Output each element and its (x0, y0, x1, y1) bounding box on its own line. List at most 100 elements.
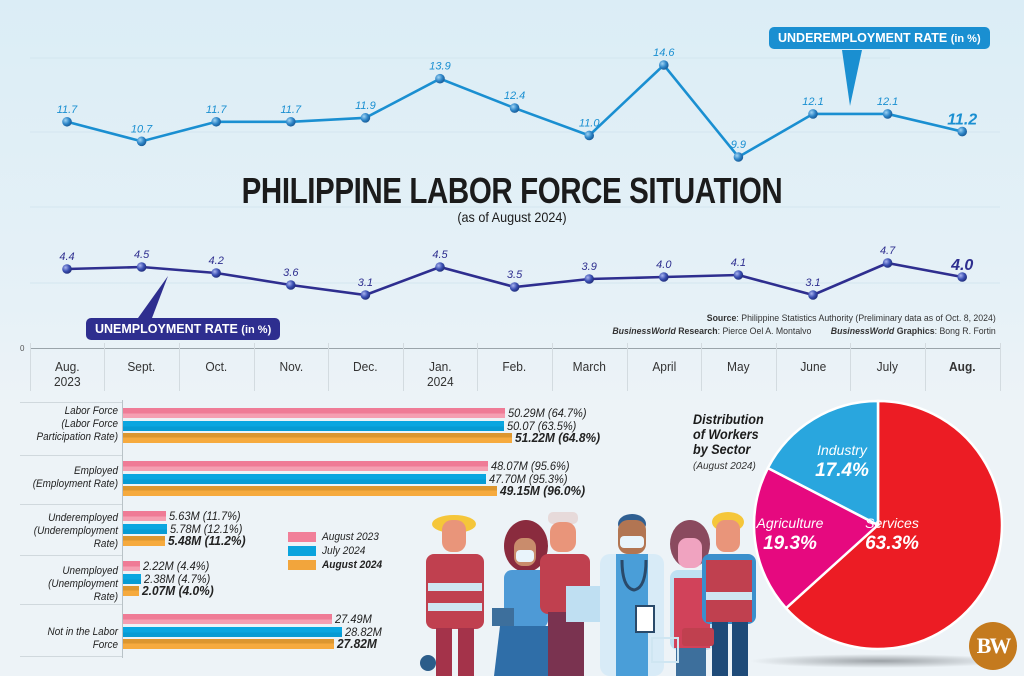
data-point (286, 280, 296, 290)
bar-july-2024 (123, 523, 167, 534)
month-name: Aug. (54, 359, 80, 374)
pie-chart: Industry 17.4% Agriculture 19.3% Services 63.… (750, 399, 1010, 668)
workers-illustration (420, 512, 756, 676)
month-name: April (651, 359, 676, 374)
firefighter-figure (420, 515, 484, 676)
source-label: Source (706, 313, 737, 324)
month-name: March (572, 359, 606, 374)
bar-august-2023 (123, 461, 489, 471)
month-divider (551, 343, 553, 391)
pie-title: Distribution of Workers by Sector (693, 412, 764, 457)
month-divider (253, 343, 255, 391)
data-label: 12.4 (504, 90, 525, 102)
data-point (808, 290, 818, 300)
data-point (509, 103, 520, 113)
data-label: 11.0 (579, 117, 600, 129)
category-label-line: Underemployed (48, 512, 118, 524)
source-text: : Philippine Statistics Authority (Preli… (736, 313, 996, 324)
pie-title-line: Distribution (693, 411, 764, 427)
pie-title-line: by Sector (693, 441, 751, 457)
data-point (584, 274, 594, 284)
bar-value-label: 27.82M (337, 636, 378, 651)
data-label: 11.7 (281, 104, 302, 116)
month-divider (924, 343, 926, 391)
research-text: : Pierce Oel A. Montalvo (717, 326, 812, 337)
month-divider (178, 343, 180, 391)
month-divider (999, 343, 1001, 391)
unemployment-rate-label: UNEMPLOYMENT RATE (in %) (86, 318, 281, 340)
data-point (435, 73, 445, 84)
month-label: May (704, 349, 773, 391)
bar-value-label: 48.07M (95.6%) (491, 459, 570, 473)
category-divider (20, 604, 122, 605)
legend-item: August 2023 (288, 530, 387, 544)
bar-august-2024 (123, 586, 139, 596)
source-line: Source: Philippine Statistics Authority … (613, 312, 996, 325)
unemployment-label-text: UNEMPLOYMENT RATE (95, 322, 242, 336)
month-label: Feb. (480, 349, 549, 391)
bar-value-label: 50.29M (64.7%) (508, 406, 587, 420)
pie-slice-industry (766, 399, 880, 528)
pie-subtitle: (August 2024) (693, 461, 756, 472)
month-divider (104, 343, 106, 391)
month-label: Aug. 2023 (33, 349, 102, 391)
category-label-line: (Employment Rate) (32, 478, 119, 490)
month-name: Feb. (502, 359, 527, 374)
legend-label: August 2024 (322, 559, 383, 571)
month-label: Jan. 2024 (406, 349, 475, 391)
page-subtitle: (as of August 2024) (457, 209, 567, 225)
bar-category-label: Not in the Labor Force (30, 626, 118, 652)
bar-value-label: 2.38M (4.7%) (144, 571, 211, 586)
pie-slice-name: Services (865, 515, 919, 531)
category-label-line: (Unemployment Rate) (48, 578, 118, 603)
data-label: 4.0 (950, 257, 973, 274)
data-point (211, 268, 221, 278)
bar-value-label: 5.48M (11.2%) (167, 533, 246, 548)
category-label-line: Unemployed (62, 565, 118, 577)
legend-swatch (288, 560, 316, 570)
month-name: Jan. (428, 359, 452, 374)
month-name: July (876, 359, 899, 374)
month-divider (328, 343, 330, 391)
data-label: 11.7 (206, 104, 227, 116)
bar-value-label: 50.07 (63.5%) (506, 418, 576, 433)
construction-worker-figure (682, 512, 756, 676)
pie-slice-name: Agriculture (756, 515, 824, 531)
data-label: 9.9 (731, 139, 746, 151)
data-label: 10.7 (131, 123, 153, 135)
data-point (136, 136, 147, 147)
data-point (808, 109, 818, 119)
pie-slice-percent: 17.4% (815, 460, 869, 481)
credits: Source: Philippine Statistics Authority … (613, 312, 996, 338)
unemployment-label-unit: (in %) (241, 324, 272, 336)
legend-swatch (288, 532, 316, 542)
data-point (509, 282, 520, 292)
category-divider (20, 455, 122, 456)
month-label: June (779, 349, 848, 391)
bar-july-2024 (123, 420, 504, 431)
legend-label: August 2023 (322, 531, 379, 543)
bar-august-2024 (123, 486, 497, 496)
month-name: Oct. (205, 359, 228, 374)
data-point (62, 264, 72, 274)
bar-category-label: Labor Force (Labor Force Participation Rat… (30, 405, 118, 444)
pie-title-line: of Workers (693, 426, 759, 442)
bar-value-label: 2.07M (4.0%) (141, 583, 214, 598)
data-label: 4.5 (134, 249, 150, 261)
month-label: Nov. (256, 349, 325, 391)
legend-item: July 2024 (288, 544, 387, 558)
data-point (360, 290, 371, 300)
bar-august-2023 (123, 511, 166, 521)
category-label-line: Labor Force (64, 405, 118, 417)
bar-august-2024 (123, 639, 335, 649)
data-label: 3.1 (358, 277, 373, 289)
unemployment-line: 4.4 4.5 4.2 3.6 3.1 4.5 3.5 3.9 4.0 4.1 3.1 4.7 4.0 (59, 245, 973, 300)
line-charts: 11.7 10.7 11.7 11.7 11.9 13.9 12.4 11.0 14.6 9.9 1… (30, 47, 1000, 318)
data-label: 4.4 (59, 251, 74, 263)
month-year: 2024 (426, 374, 454, 389)
underemployment-label-text: UNDEREMPLOYMENT RATE (778, 31, 951, 45)
underemployment-callout-pointer (842, 50, 862, 106)
bar-value-label: 5.78M (12.1%) (169, 521, 243, 536)
data-label: 4.5 (432, 249, 448, 261)
bar-category-label: Employed (Employment Rate) (30, 465, 118, 491)
